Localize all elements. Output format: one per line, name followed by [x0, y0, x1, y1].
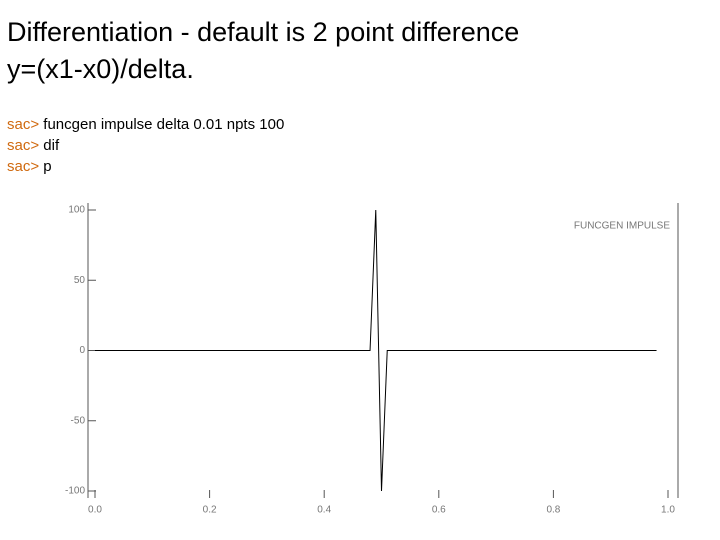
- x-tick-label: 0.4: [317, 505, 331, 516]
- prompt: sac>: [7, 158, 40, 175]
- prompt: sac>: [7, 116, 40, 133]
- slide-title: Differentiation - default is 2 point dif…: [7, 14, 519, 88]
- x-tick-label: 0.6: [432, 505, 446, 516]
- data-line: [95, 209, 657, 492]
- command-text: dif: [43, 137, 60, 154]
- y-tick-label: -100: [65, 486, 85, 497]
- annotation: FUNCGEN IMPULSE: [574, 221, 670, 232]
- title-line: Differentiation - default is 2 point dif…: [7, 17, 520, 47]
- x-tick-label: 1.0: [661, 505, 675, 516]
- y-tick-label: -50: [71, 415, 86, 426]
- x-tick-label: 0.2: [203, 505, 217, 516]
- command-text: funcgen impulse delta 0.01 npts 100: [43, 116, 285, 133]
- command-line: sac> dif: [7, 135, 284, 156]
- y-tick-label: 100: [68, 205, 85, 216]
- command-text: p: [43, 158, 52, 175]
- command-line: sac> p: [7, 156, 284, 177]
- command-list: sac> funcgen impulse delta 0.01 npts 100…: [7, 114, 284, 177]
- y-tick-label: 50: [74, 275, 86, 286]
- x-tick-label: 0.0: [88, 505, 102, 516]
- title-line: y=(x1-x0)/delta.: [7, 54, 194, 84]
- y-tick-label: 0: [79, 345, 85, 356]
- command-line: sac> funcgen impulse delta 0.01 npts 100: [7, 114, 284, 135]
- prompt: sac>: [7, 137, 40, 154]
- x-tick-label: 0.8: [546, 505, 560, 516]
